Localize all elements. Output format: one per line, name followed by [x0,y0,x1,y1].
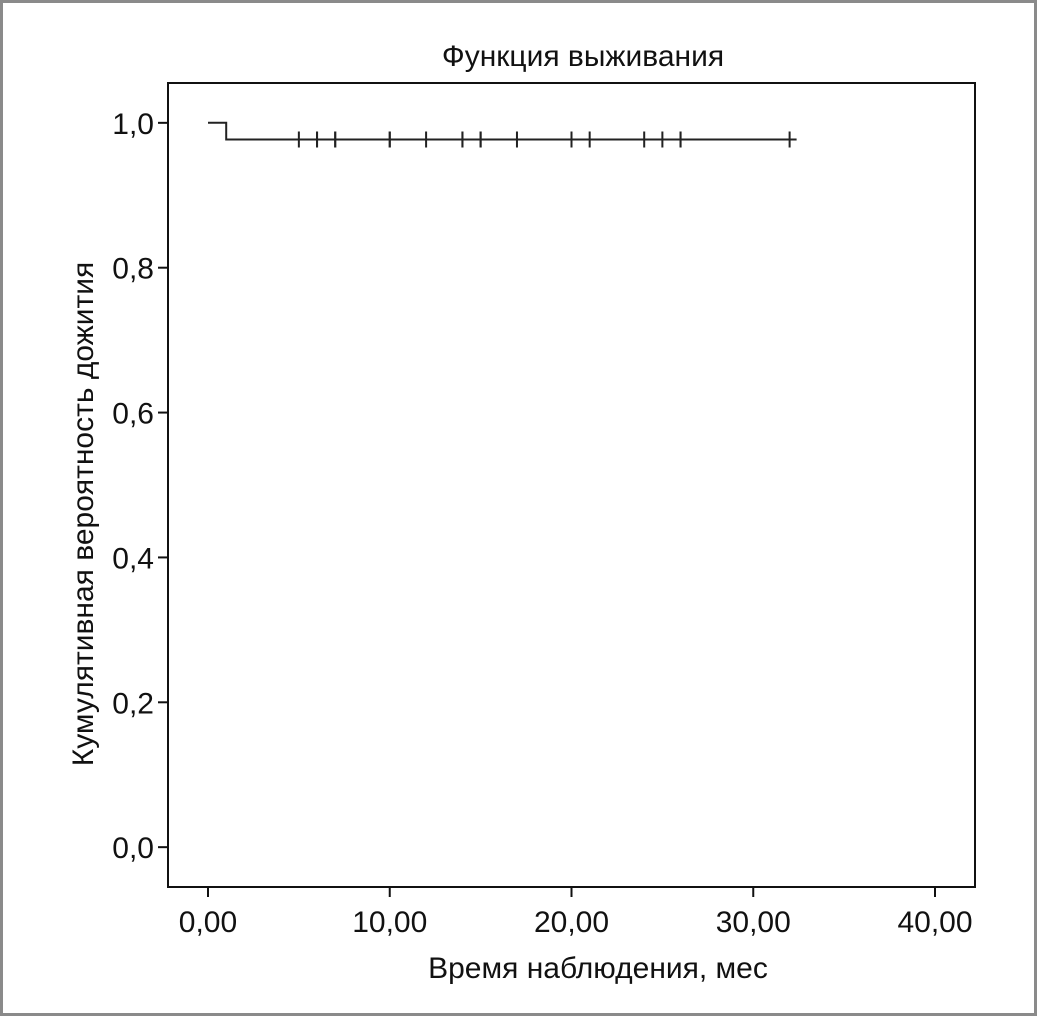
y-axis-label: Кумулятивная вероятность дожития [67,262,100,766]
x-tick-label: 30,00 [716,906,791,939]
censor-mark [582,131,597,148]
chart-title: Функция выживания [442,40,724,73]
x-tick-label: 0,00 [179,906,237,939]
y-axis: 0,0 0,2 0,4 0,6 0,8 1,0 [112,108,168,865]
censor-mark [310,131,325,148]
y-tick-label: 0,8 [112,253,154,286]
y-tick-label: 0,6 [112,398,154,431]
y-tick-label: 0,2 [112,687,154,720]
censor-mark [655,131,670,148]
survival-step-line [208,121,790,141]
censor-mark [509,131,524,148]
censor-mark [382,131,397,148]
y-tick-label: 1,0 [112,108,154,141]
x-axis-label: Время наблюдения, мес [428,952,768,985]
censor-mark [782,131,797,148]
plot-area [167,82,976,888]
y-tick-label: 0,4 [112,542,154,575]
censor-mark [291,131,306,148]
censor-mark [637,131,652,148]
censor-mark [419,131,434,148]
y-tick-label: 0,0 [112,832,154,865]
x-tick-label: 20,00 [534,906,609,939]
survival-series [208,121,797,148]
censor-mark [328,131,343,148]
censor-mark [673,131,688,148]
censor-mark [455,131,470,148]
censor-mark [564,131,579,148]
x-axis: 0,00 10,00 20,00 30,00 40,00 [179,887,973,939]
x-tick-label: 40,00 [897,906,972,939]
x-tick-label: 10,00 [352,906,427,939]
censor-mark [473,131,488,148]
